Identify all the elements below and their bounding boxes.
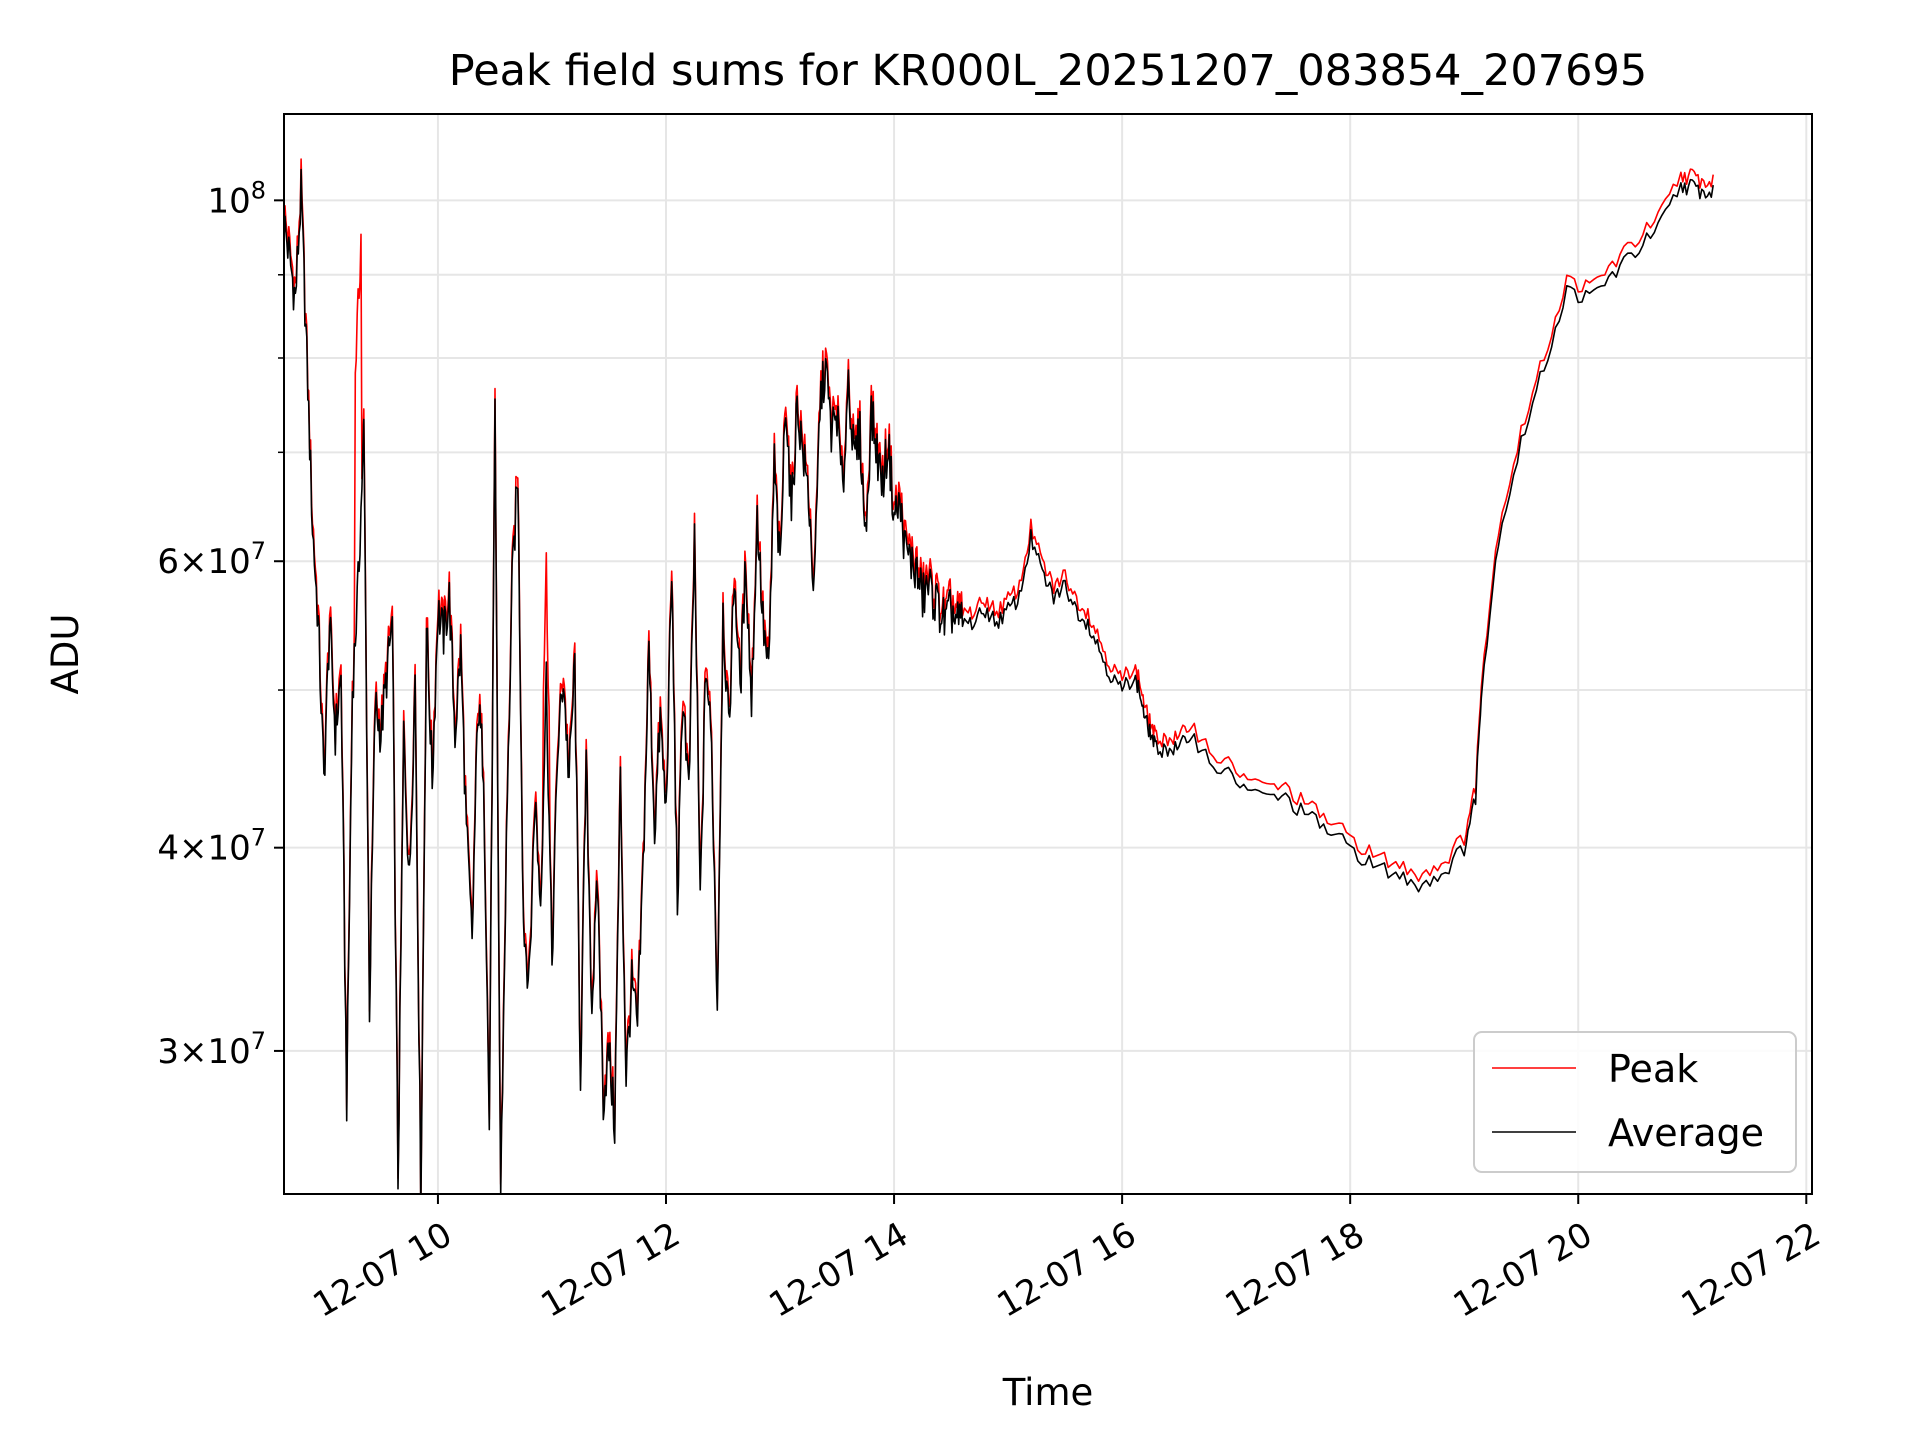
y-axis-label: ADU	[44, 614, 87, 695]
series-line-peak	[284, 158, 1714, 1194]
y-tick-base: 10	[207, 542, 250, 582]
series-layer	[284, 158, 1714, 1194]
y-tick-label: 4×107	[157, 824, 266, 869]
chart-title: Peak field sums for KR000L_20251207_0838…	[449, 46, 1647, 96]
y-tick-label: 108	[207, 176, 266, 221]
y-tick-exponent: 7	[251, 537, 266, 565]
y-tick-label: 3×107	[157, 1027, 266, 1072]
y-tick-base: 10	[207, 1032, 250, 1072]
y-tick-exponent: 7	[251, 824, 266, 852]
y-tick-exponent: 8	[251, 176, 266, 204]
y-tick-base: 10	[207, 829, 250, 869]
y-tick-mantissa: 6×	[157, 542, 207, 582]
series-line-average	[284, 168, 1714, 1194]
legend-average-label: Average	[1608, 1111, 1764, 1155]
x-axis-label: Time	[1002, 1371, 1094, 1414]
legend-peak-label: Peak	[1608, 1047, 1698, 1091]
y-tick-base: 10	[207, 181, 250, 221]
y-tick-exponent: 7	[251, 1027, 266, 1055]
y-tick-mantissa: 3×	[157, 1032, 207, 1072]
legend-box	[1473, 1031, 1797, 1173]
plot-frame	[283, 113, 1813, 1195]
y-tick-label: 6×107	[157, 537, 266, 582]
legend: Peak Average	[1473, 1031, 1797, 1173]
grid	[284, 114, 1812, 1194]
y-tick-mantissa: 4×	[157, 829, 207, 869]
